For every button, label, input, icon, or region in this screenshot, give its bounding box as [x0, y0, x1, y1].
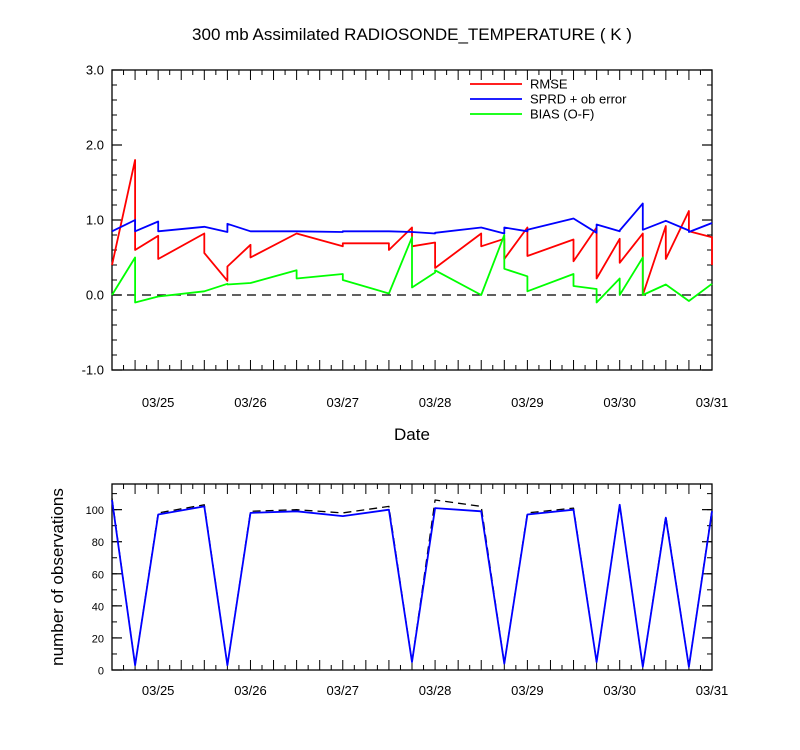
y-axis-label: number of observations	[48, 488, 67, 666]
x-axis-label: Date	[394, 425, 430, 444]
x-tick-label: 03/26	[234, 683, 267, 698]
y-tick-label: 2.0	[86, 138, 104, 153]
chart-title: 300 mb Assimilated RADIOSONDE_TEMPERATUR…	[192, 25, 632, 44]
x-tick-label: 03/31	[696, 395, 729, 410]
y-tick-label: 3.0	[86, 63, 104, 78]
plot-frame	[111, 483, 713, 671]
plot-frame	[111, 69, 713, 371]
x-tick-label: 03/31	[696, 683, 729, 698]
x-tick-label: 03/30	[603, 683, 636, 698]
x-tick-label: 03/28	[419, 395, 452, 410]
x-tick-label: 03/26	[234, 395, 267, 410]
y-tick-label: -1.0	[82, 363, 104, 378]
legend-label: RMSE	[530, 77, 568, 92]
x-tick-label: 03/29	[511, 683, 544, 698]
legend-label: BIAS (O-F)	[530, 107, 594, 122]
y-tick-label: 80	[92, 537, 104, 549]
series-line-bias-o-f	[111, 234, 713, 304]
x-tick-label: 03/30	[603, 395, 636, 410]
y-tick-label: 100	[86, 505, 104, 517]
x-tick-label: 03/29	[511, 395, 544, 410]
y-tick-label: 20	[92, 633, 104, 645]
observations-panel: 100 80 60 40 20 0 03/25 03/26 03/27 03/28 03/29 03/…	[86, 483, 729, 698]
y-tick-label: 0.0	[86, 288, 104, 303]
y-tick-label: 1.0	[86, 213, 104, 228]
x-tick-label: 03/25	[142, 395, 175, 410]
x-tick-label: 03/25	[142, 683, 175, 698]
legend-label: SPRD + ob error	[530, 92, 627, 107]
x-tick-label: 03/27	[326, 683, 359, 698]
x-tick-label: 03/28	[419, 683, 452, 698]
series-line-sprd-ob-error	[111, 202, 713, 235]
series-line-observations-used	[111, 499, 713, 668]
y-tick-label: 0	[98, 666, 104, 678]
y-tick-label: 40	[92, 601, 104, 613]
y-tick-label: 60	[92, 569, 104, 581]
rmse-panel: 3.0 2.0 1.0 0.0 -1.0 03/25 03/26 03/27 03/28 03/2…	[82, 63, 729, 411]
x-tick-label: 03/27	[326, 395, 359, 410]
